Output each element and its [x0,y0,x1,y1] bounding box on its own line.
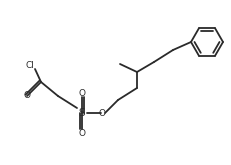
Text: O: O [24,92,30,100]
Text: O: O [79,88,85,98]
Text: Cl: Cl [26,62,34,70]
Text: O: O [98,109,106,117]
Text: O: O [79,129,85,137]
Text: S: S [79,108,85,118]
